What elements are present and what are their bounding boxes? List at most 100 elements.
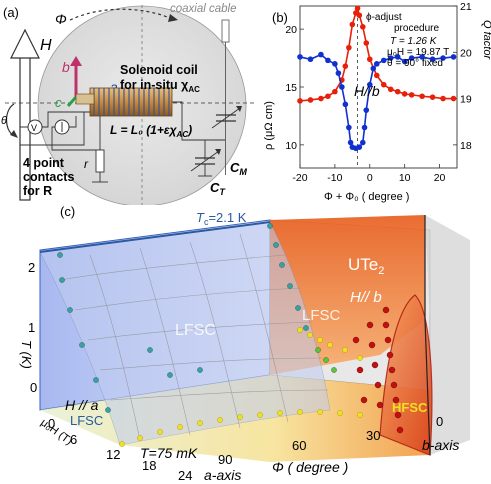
data-point — [342, 101, 349, 108]
lfsc-label-2: LFSC — [302, 307, 341, 324]
panel-c-phase-diagram: (c) — [19, 204, 470, 483]
data-point — [394, 88, 401, 95]
y-left-axis-label: ρ (μΩ cm) — [263, 101, 275, 150]
data-point — [346, 124, 352, 131]
t75-label: T=75 mK — [140, 445, 198, 461]
data-point — [356, 12, 363, 19]
phi-tick-90: 90 — [218, 452, 232, 467]
annotation-field: μ₀H = 19.87 T — [387, 47, 449, 58]
data-point — [354, 5, 361, 12]
annotation-theta: θ = 90° fixed — [387, 58, 443, 69]
ct-label: CT — [210, 180, 226, 197]
h-tick-0: 0 — [48, 416, 55, 431]
data-point — [342, 63, 349, 69]
h-parallel-a-label: H // a — [65, 397, 99, 413]
lfsc-surface — [39, 221, 331, 446]
lfsc-label-3: LFSC — [70, 413, 103, 428]
data-point — [419, 93, 425, 100]
data-point — [440, 95, 446, 102]
t-tick-0: 0 — [30, 380, 37, 395]
panel-a-schematic: (a) H θ Φ coaxial cable b a c — [1, 3, 255, 205]
data-point — [360, 24, 366, 30]
data-point — [401, 58, 408, 65]
x-ticks: -20 -10 0 10 20 — [292, 164, 446, 184]
contacts-label-line2: contacts — [23, 170, 74, 184]
data-point — [380, 57, 387, 64]
phi-rotation-icon — [69, 8, 171, 21]
hfsc-dome — [379, 294, 433, 456]
plot-frame — [299, 5, 458, 169]
data-point — [373, 72, 380, 79]
y-right-tick-label: 20 — [460, 47, 472, 59]
voltmeter-symbol: V — [31, 123, 37, 133]
t-tick-2: 2 — [28, 260, 35, 275]
b-axis-label: b-axis — [422, 437, 459, 453]
data-point — [366, 81, 373, 88]
panel-b-chart: (b) -20 -10 0 10 20 10 15 20 18 19 20 21 ϕ-adjust… — [263, 1, 491, 203]
h-tick-18: 18 — [142, 458, 156, 473]
side-gray-wall — [425, 215, 470, 455]
y-left-ticks: 10 15 20 — [285, 24, 304, 152]
t-tick-1: 1 — [28, 320, 35, 335]
data-point — [419, 54, 425, 60]
x-tick-label: 10 — [399, 172, 411, 184]
phi-tick-0: 0 — [436, 414, 443, 429]
phi-label: Φ — [55, 11, 67, 27]
data-point — [347, 139, 354, 146]
field-label: H — [40, 37, 52, 54]
contacts-label-line3: for R — [23, 184, 52, 198]
data-point — [429, 94, 436, 100]
data-point — [363, 40, 370, 46]
tc-line — [39, 221, 271, 253]
a-axis-label: a-axis — [204, 467, 241, 483]
q-factor-series — [297, 5, 457, 104]
data-point — [297, 98, 303, 104]
lfsc-label-1: LFSC — [175, 322, 216, 339]
data-point — [356, 144, 363, 150]
data-point — [373, 61, 380, 67]
panel-c-label: (c) — [60, 204, 75, 219]
axis-b-label: b — [62, 59, 70, 75]
solenoid-label-line2: for in-situ χAC — [120, 78, 200, 94]
x-tick-label: 20 — [434, 172, 446, 184]
coaxial-cable-label: coaxial cable — [170, 3, 236, 15]
capacitor-ct — [190, 149, 221, 177]
data-point — [325, 93, 331, 100]
data-point — [318, 95, 324, 102]
y-right-axis-label: Q factor — [481, 20, 491, 60]
h-tick-24: 24 — [178, 468, 192, 483]
cm-label: CM — [230, 160, 247, 177]
data-point — [339, 84, 345, 90]
material-label: UTe2 — [348, 255, 384, 277]
coaxial-cable — [221, 19, 230, 43]
data-point — [429, 56, 436, 63]
hfsc-label: HFSC — [392, 400, 428, 415]
contacts-label-line1: 4 point — [23, 156, 65, 170]
data-point — [332, 61, 338, 67]
h-parallel-b-label: H//b — [354, 83, 380, 99]
b-axis-edge — [424, 215, 431, 456]
solenoid-coil — [75, 87, 173, 117]
data-point — [380, 81, 387, 88]
data-point — [387, 86, 394, 93]
data-point — [366, 56, 373, 63]
red-data-points — [352, 306, 404, 434]
data-point — [318, 51, 324, 58]
panel-b-label: (b) — [272, 10, 288, 25]
data-point — [361, 124, 368, 131]
y-right-tick-label: 18 — [460, 140, 472, 152]
data-point — [346, 44, 352, 51]
x-axis-label: Φ + Φ₀ ( degree ) — [324, 191, 409, 203]
phi-axis-label: Φ ( degree ) — [272, 459, 348, 475]
resistor-r — [95, 149, 105, 173]
annotation-temperature: T = 1.26 K — [390, 36, 438, 47]
phi-tick-30: 30 — [366, 428, 380, 443]
x-tick-label: 0 — [367, 172, 373, 184]
theta-rotation-icon — [5, 103, 15, 137]
data-point — [387, 55, 394, 61]
phi-tick-60: 60 — [292, 438, 306, 453]
axis-c-label: c — [55, 95, 62, 110]
data-point — [332, 88, 338, 95]
data-point — [349, 21, 356, 28]
axis-a-label: a — [110, 79, 118, 95]
